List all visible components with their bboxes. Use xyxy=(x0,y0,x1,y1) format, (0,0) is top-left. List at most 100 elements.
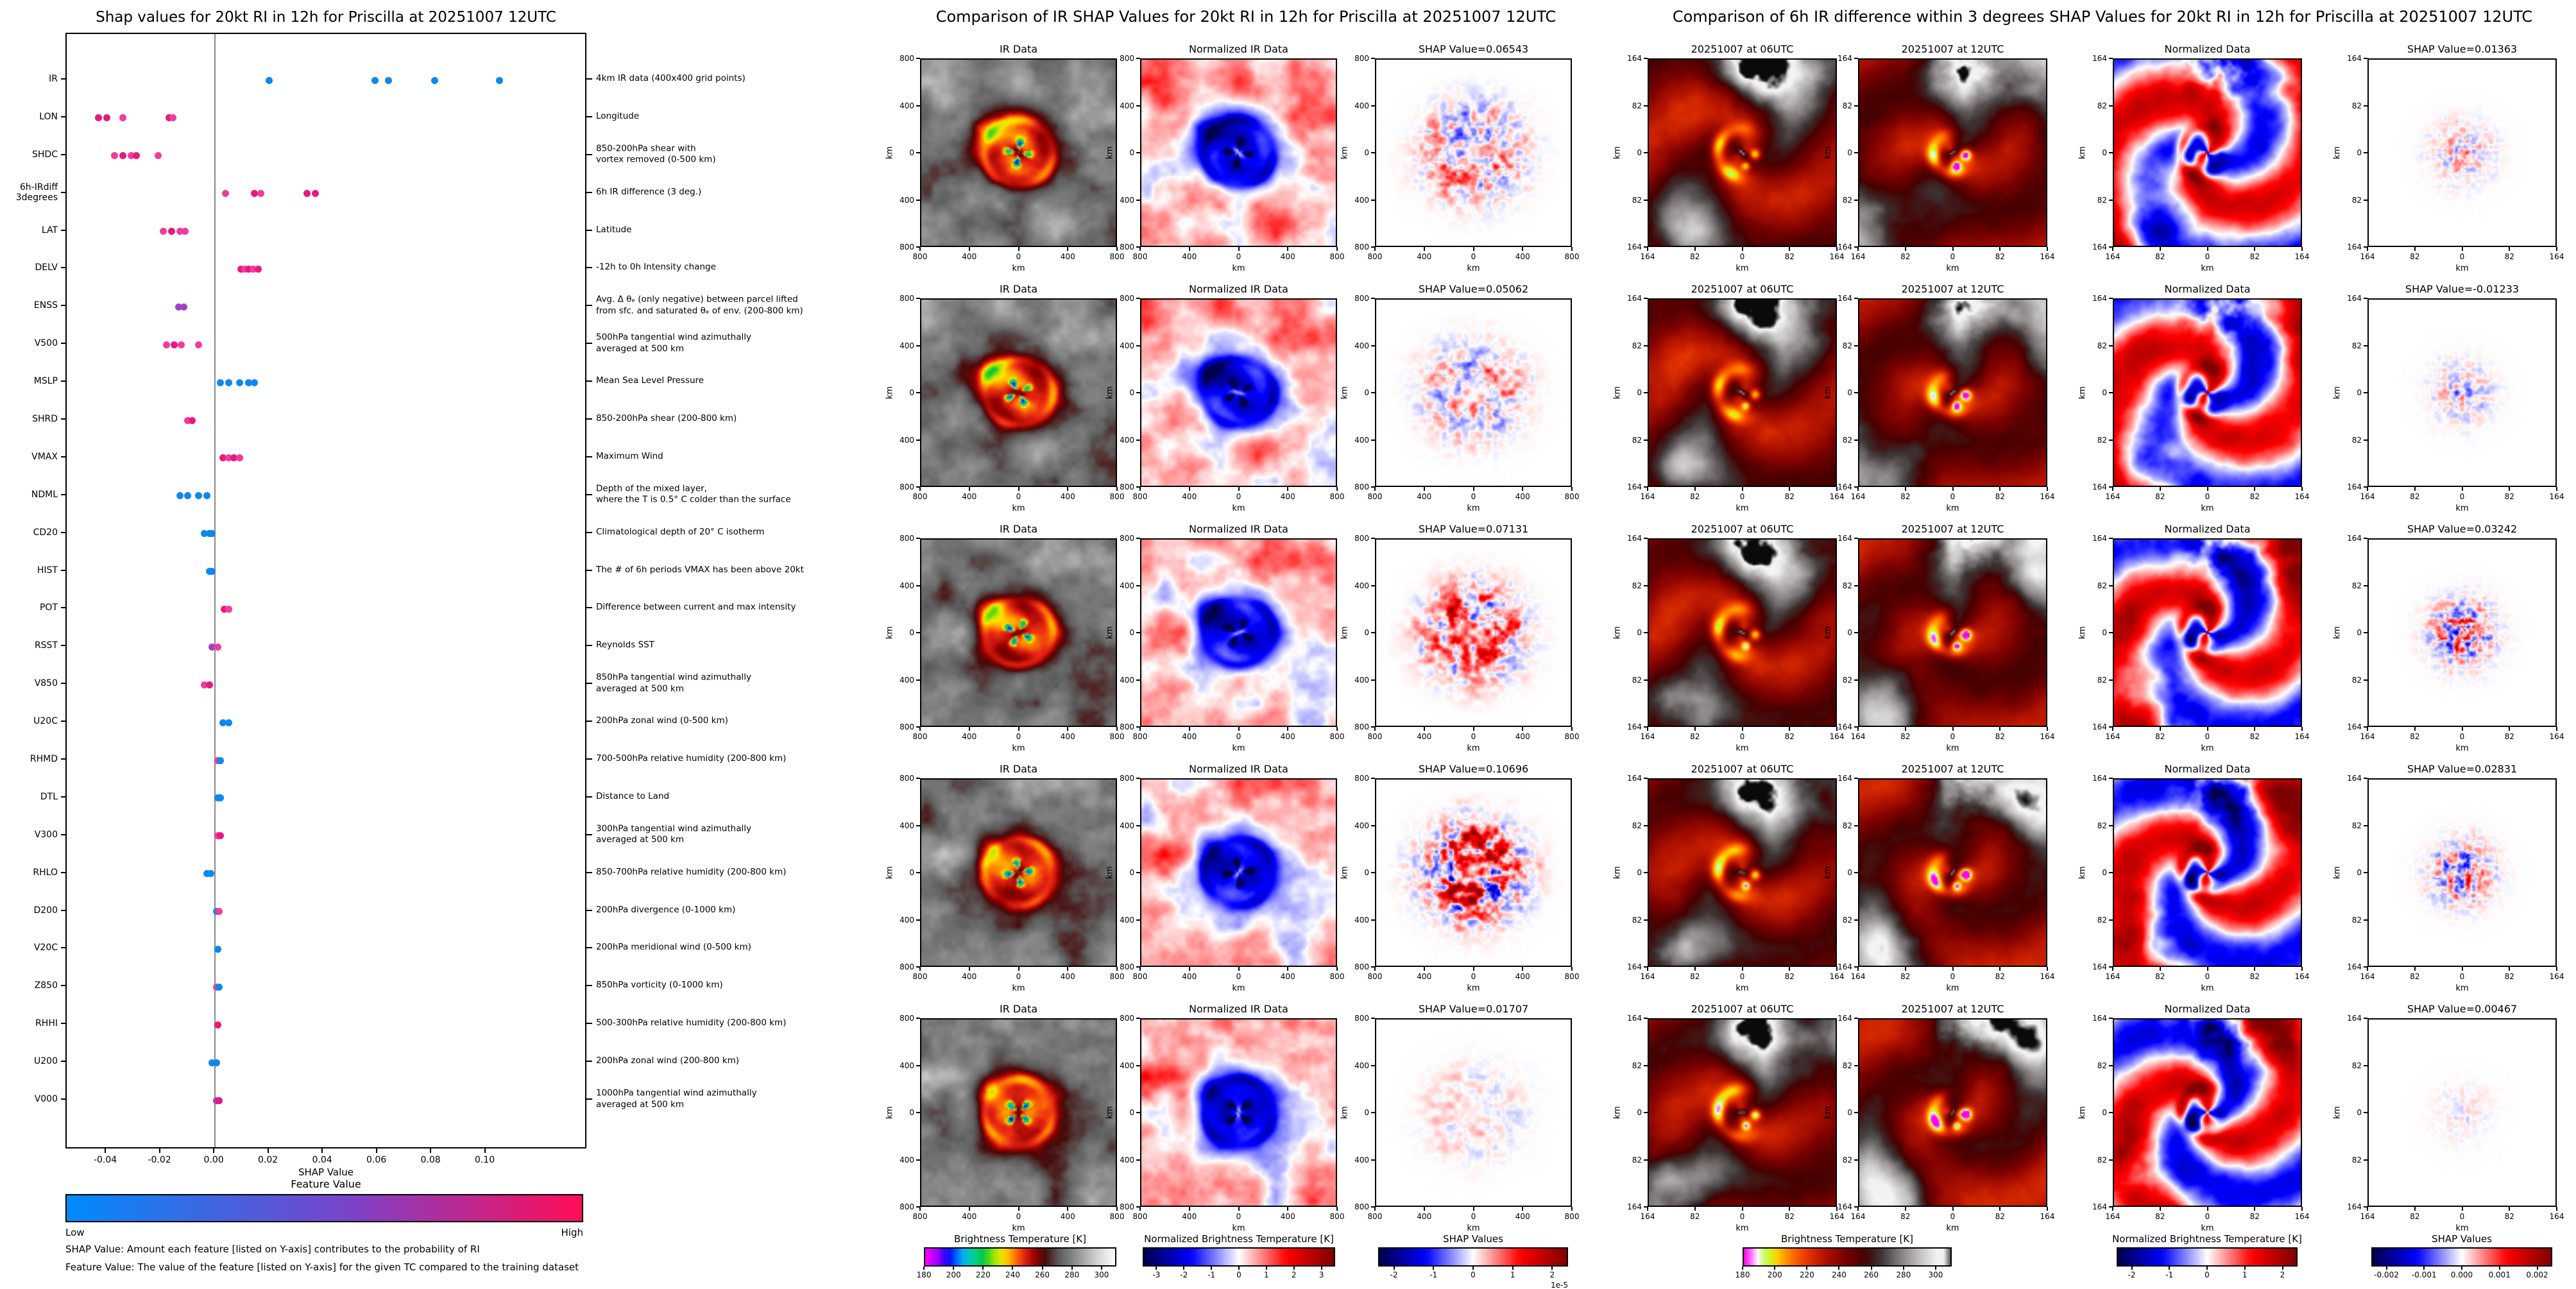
panel-xtick-mark xyxy=(1836,247,1838,251)
shap-point xyxy=(119,114,126,122)
panel-xtick-mark xyxy=(968,967,970,971)
panel-xtick-label: 164 xyxy=(2294,492,2310,501)
panel-xtick-mark xyxy=(2254,247,2256,251)
panel-xtick-label: 82 xyxy=(1690,252,1700,261)
panel-xtick-mark xyxy=(2112,967,2113,971)
panel-xtick-mark xyxy=(2414,727,2416,731)
panel-xtick-mark xyxy=(2301,967,2303,971)
panel-xlabel: km xyxy=(1467,504,1480,513)
panel-ytick-label: 82 xyxy=(2351,675,2362,685)
panel-xtick-label: 400 xyxy=(962,492,977,501)
image-panel-dnorm xyxy=(2113,298,2302,487)
panel-xlabel: km xyxy=(1946,744,1959,753)
panel-ytick-label: 82 xyxy=(1842,195,1852,205)
panel-xtick-label: 82 xyxy=(1784,492,1795,501)
panel-xtick-label: 800 xyxy=(912,492,928,501)
panel-ytick-label: 400 xyxy=(900,341,914,350)
panel-ytick-label: 0 xyxy=(1637,868,1642,877)
panel-ytick-label: 82 xyxy=(2097,581,2107,590)
panel-xtick-mark xyxy=(1522,247,1524,251)
colorbar-exponent: 1e-5 xyxy=(1551,1281,1568,1289)
panel-xtick-mark xyxy=(1238,247,1240,251)
panel-ytick-label: 0 xyxy=(909,148,914,157)
feature-label: V20C xyxy=(33,943,58,953)
feature-label: V300 xyxy=(34,829,58,840)
panel-xtick-label: 82 xyxy=(1900,492,1911,501)
panel-xtick-label: 164 xyxy=(2105,972,2120,981)
panel-ytick-label: 82 xyxy=(1842,581,1852,590)
panel-xtick-label: 800 xyxy=(1132,972,1148,981)
shap-point xyxy=(195,492,203,500)
panel-ytick-label: 82 xyxy=(1632,341,1642,350)
desc-tick-mark xyxy=(586,985,592,987)
panel-ytick-mark xyxy=(1136,538,1140,539)
y-tick-mark xyxy=(61,909,65,911)
panel-ytick-label: 164 xyxy=(1627,243,1642,252)
feature-label: RSST xyxy=(34,640,58,651)
panel-xtick-mark xyxy=(1647,727,1648,731)
panel-xtick-label: 82 xyxy=(2410,732,2420,741)
panel-xtick-label: 0 xyxy=(2205,492,2210,501)
image-panel-ir6 xyxy=(1648,298,1837,487)
panel-ytick-mark xyxy=(916,1206,920,1208)
panel-ytick-mark xyxy=(2364,919,2367,921)
panel-xtick-mark xyxy=(2556,727,2557,731)
shapr-image xyxy=(2369,300,2555,486)
dnorm-image xyxy=(2114,780,2301,966)
feature-label: NDML xyxy=(31,489,58,500)
panel-xtick-label: 82 xyxy=(1995,972,2005,981)
panel-ylabel: km xyxy=(1612,626,1623,640)
panel-xlabel: km xyxy=(2201,504,2214,513)
feature-desc: 200hPa divergence (0-1000 km) xyxy=(596,904,736,915)
panel-xtick-label: 0 xyxy=(1016,972,1021,981)
panel-xtick-label: 400 xyxy=(962,1212,977,1221)
panel-ytick-label: 0 xyxy=(1637,388,1642,397)
panel-xtick-mark xyxy=(2254,1207,2256,1211)
panel-ytick-label: 400 xyxy=(900,915,914,925)
panel-ytick-label: 82 xyxy=(2351,915,2362,925)
panel-ytick-mark xyxy=(2109,726,2113,728)
panel-ytick-label: 0 xyxy=(1364,628,1369,637)
shap-point xyxy=(184,416,192,424)
panel-xtick-label: 82 xyxy=(1995,492,2005,501)
panel-title-normalized-data: Normalized Data xyxy=(2164,1003,2251,1015)
panel-xlabel: km xyxy=(1467,744,1480,753)
shap-point xyxy=(133,152,141,160)
panel-xtick-mark xyxy=(1188,487,1190,491)
panel-ytick-mark xyxy=(1136,632,1140,633)
panel-ytick-label: 164 xyxy=(1627,722,1642,731)
panel-xtick-label: 0 xyxy=(1471,492,1476,501)
panel-ytick-label: 0 xyxy=(2357,628,2362,637)
desc-tick-mark xyxy=(586,456,592,457)
panel-xtick-mark xyxy=(2301,1207,2303,1211)
colorbar-tick-mark xyxy=(1265,1267,1267,1270)
panel-xtick-mark xyxy=(1423,487,1425,491)
panel-xtick-mark xyxy=(2112,247,2113,251)
colorbar-tick-mark xyxy=(1512,1267,1514,1270)
panel-xtick-label: 82 xyxy=(2155,252,2165,261)
panel-ytick-mark xyxy=(1136,152,1140,153)
desc-tick-mark xyxy=(586,721,592,722)
panel-xtick-label: 0 xyxy=(2205,252,2210,261)
panel-xlabel: km xyxy=(1012,504,1025,513)
panel-ylabel: km xyxy=(885,1105,895,1120)
panel-xtick-mark xyxy=(2047,727,2048,731)
panel-ylabel: km xyxy=(2077,866,2088,880)
panel-ytick-label: 800 xyxy=(1120,722,1134,731)
panel-ytick-mark xyxy=(1644,1206,1648,1208)
image-panel-ir12 xyxy=(1858,778,2047,967)
panel-xtick-mark xyxy=(1116,1207,1118,1211)
shap-point xyxy=(195,341,203,348)
panel-xtick-label: 800 xyxy=(1132,732,1148,741)
shap-point xyxy=(241,265,249,273)
panel-xlabel: km xyxy=(1467,984,1480,993)
panel-ytick-mark xyxy=(1371,105,1375,107)
shapm-image xyxy=(1376,540,1571,726)
panel-ytick-mark xyxy=(2109,872,2113,873)
panel-ytick-label: 82 xyxy=(2351,435,2362,445)
image-panel-irnorm xyxy=(1140,1018,1337,1207)
image-panel-ir12 xyxy=(1858,1018,2047,1207)
panel-ytick-label: 82 xyxy=(2097,435,2107,445)
panel-xtick-label: 800 xyxy=(1109,732,1125,741)
panel-ytick-label: 800 xyxy=(1354,774,1369,783)
